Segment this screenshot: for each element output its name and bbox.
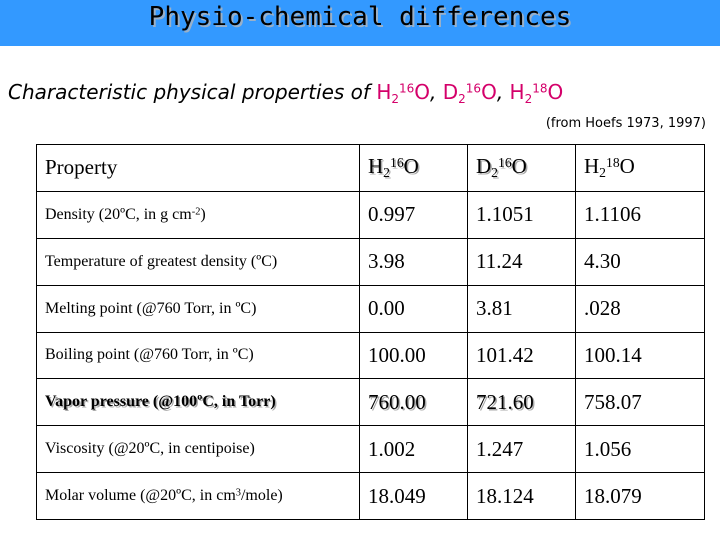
cell-value: 1.247: [467, 425, 576, 474]
header-d2-16o: D216O: [467, 144, 576, 192]
table-header-row: Property H216O D216O H218O: [36, 144, 705, 192]
cell-value: 100.14: [575, 331, 705, 380]
table-row: Molar volume (@20ºC, in cm3/mole) 18.049…: [36, 472, 705, 520]
source-citation: (from Hoefs 1973, 1997): [545, 116, 706, 131]
title-bar: [0, 0, 720, 46]
row-label-greatest-density: Temperature of greatest density (ºC): [36, 237, 360, 286]
table-row: Temperature of greatest density (ºC) 3.9…: [36, 237, 705, 286]
table-row: Boiling point (@760 Torr, in ºC) 100.00 …: [36, 331, 705, 380]
table-row: Vapor pressure (@100ºC, in Torr) 760.00 …: [36, 378, 705, 427]
subtitle: Characteristic physical properties of H2…: [8, 80, 720, 106]
cell-value: 100.00: [359, 331, 468, 380]
isotopologue-h2-18o: H218O: [509, 80, 564, 107]
cell-value: 0.00: [359, 284, 468, 333]
cell-value: 758.07: [575, 378, 705, 427]
cell-value: 101.42: [467, 331, 576, 380]
cell-value: 18.124: [467, 472, 576, 520]
row-label-melting-point: Melting point (@760 Torr, in ºC): [36, 284, 360, 333]
cell-value: 11.24: [467, 237, 576, 286]
cell-value: 18.049: [359, 472, 468, 520]
header-property: Property: [36, 144, 360, 192]
cell-value: 0.997: [359, 190, 468, 239]
row-label-molar-volume: Molar volume (@20ºC, in cm3/mole): [36, 472, 360, 520]
cell-value: 1.056: [575, 425, 705, 474]
row-label-boiling-point: Boiling point (@760 Torr, in ºC): [36, 331, 360, 380]
slide-title: Physio-chemical differences: [148, 2, 572, 32]
cell-value: 1.1051: [467, 190, 576, 239]
cell-value: 721.60: [467, 378, 576, 427]
subtitle-separator: ,: [496, 80, 510, 104]
table-row: Melting point (@760 Torr, in ºC) 0.00 3.…: [36, 284, 705, 333]
table-row: Density (20ºC, in g cm-2) 0.997 1.1051 1…: [36, 190, 705, 239]
cell-value: 18.079: [575, 472, 705, 520]
isotopologue-h2-16o: H216O: [376, 80, 431, 107]
header-h2-16o: H216O: [359, 144, 468, 192]
cell-value: 3.81: [467, 284, 576, 333]
cell-value: 1.002: [359, 425, 468, 474]
cell-value: .028: [575, 284, 705, 333]
cell-value: 760.00: [359, 378, 468, 427]
cell-value: 3.98: [359, 237, 468, 286]
row-label-vapor-pressure: Vapor pressure (@100ºC, in Torr): [36, 378, 360, 427]
row-label-density: Density (20ºC, in g cm-2): [36, 190, 360, 239]
subtitle-prefix: Characteristic physical properties of: [8, 80, 377, 104]
isotopologue-d2-16o: D216O: [442, 80, 497, 107]
cell-value: 1.1106: [575, 190, 705, 239]
header-h2-18o: H218O: [575, 144, 705, 192]
subtitle-separator: ,: [430, 80, 443, 104]
row-label-viscosity: Viscosity (@20ºC, in centipoise): [36, 425, 360, 474]
properties-table: Property H216O D216O H218O Density (20ºC…: [36, 144, 705, 520]
cell-value: 4.30: [575, 237, 705, 286]
table-row: Viscosity (@20ºC, in centipoise) 1.002 1…: [36, 425, 705, 474]
